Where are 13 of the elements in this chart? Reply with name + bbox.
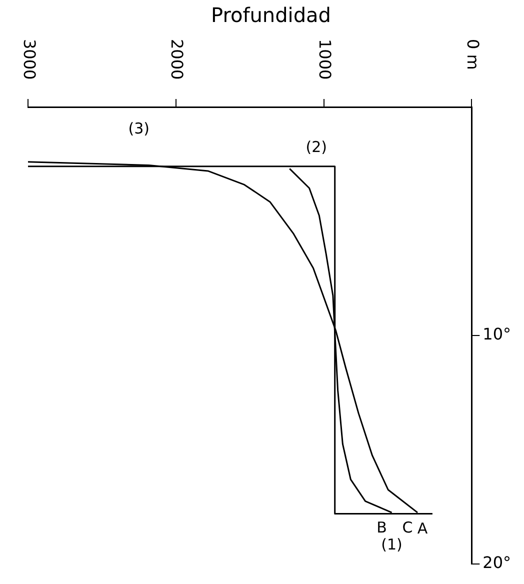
x-tick-label: 2000 [168,39,187,80]
y-tick-label: 20° [482,553,511,572]
series-label: C [402,518,413,536]
series-label: B [376,518,387,536]
annotation: (1) [381,536,402,554]
annotation: (3) [128,120,150,138]
annotation: (2) [306,138,327,156]
x-tick-label: 0 m [463,39,482,70]
series-label: A [417,520,428,538]
x-tick-label: 1000 [316,39,335,80]
y-tick-label: 10° [482,324,511,344]
x-tick-label: 3000 [20,39,39,80]
chart-title: Profundidad [210,3,332,28]
